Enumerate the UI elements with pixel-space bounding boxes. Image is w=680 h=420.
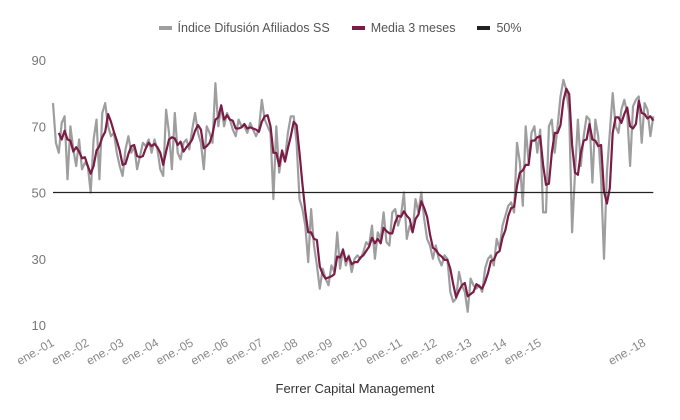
- legend-label-threshold: 50%: [496, 21, 522, 35]
- x-tick-label: ene.-10: [327, 335, 370, 368]
- legend-item-moving-average: Media 3 meses: [351, 21, 456, 35]
- x-tick-label: ene.-13: [432, 335, 475, 368]
- legend-item-threshold: 50%: [477, 21, 521, 35]
- y-tick-label: 50: [32, 186, 46, 201]
- legend-swatch-threshold: [477, 26, 491, 30]
- legend-item-index: Índice Difusión Afiliados SS: [158, 21, 330, 35]
- series-line-moving-average: [57, 87, 655, 299]
- x-tick-label: ene.-15: [501, 335, 544, 368]
- x-tick-label: ene.-03: [84, 335, 127, 368]
- x-tick-label: ene.-18: [606, 335, 649, 368]
- x-tick-label: ene.-02: [49, 335, 92, 368]
- x-tick-label: ene.-04: [119, 335, 162, 368]
- x-tick-label: ene.-11: [363, 335, 405, 367]
- legend-swatch-index: [158, 26, 172, 30]
- chart-legend: Índice Difusión Afiliados SS Media 3 mes…: [0, 21, 680, 35]
- y-tick-label: 90: [32, 53, 46, 68]
- x-tick-label: ene.-01: [14, 335, 57, 368]
- series-line-index: [51, 78, 655, 313]
- x-tick-label: ene.-07: [223, 335, 266, 368]
- x-tick-label: ene.-08: [258, 335, 301, 368]
- legend-swatch-moving-average: [351, 26, 365, 30]
- x-tick-label: ene.-12: [397, 335, 440, 368]
- x-tick-label: ene.-09: [293, 335, 336, 368]
- legend-label-index: Índice Difusión Afiliados SS: [177, 21, 330, 35]
- x-tick-label: ene.-05: [153, 335, 196, 368]
- y-tick-label: 30: [32, 252, 46, 267]
- y-tick-label: 10: [32, 318, 46, 333]
- x-axis-title: Ferrer Capital Management: [275, 381, 435, 396]
- x-tick-label: ene.-06: [188, 335, 231, 368]
- legend-label-moving-average: Media 3 meses: [370, 21, 456, 35]
- y-tick-label: 70: [32, 119, 46, 134]
- x-tick-label: ene.-14: [467, 335, 510, 368]
